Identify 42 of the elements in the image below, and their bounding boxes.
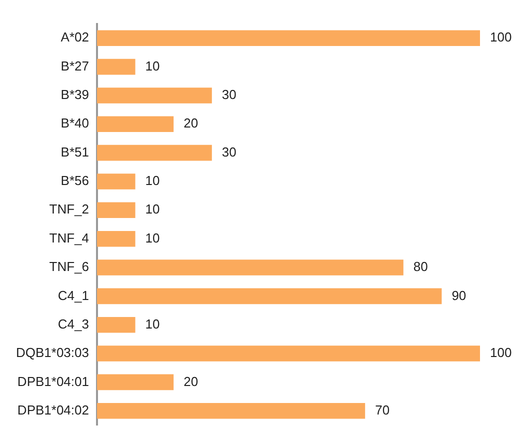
y-tick-label: DQB1*03:03 xyxy=(16,345,89,360)
data-label: 90 xyxy=(452,288,466,303)
y-tick-label: B*51 xyxy=(60,144,89,160)
bar xyxy=(96,346,480,362)
data-label: 10 xyxy=(145,173,160,188)
y-tick-label: B*40 xyxy=(60,116,89,131)
data-label: 100 xyxy=(490,345,512,360)
bar xyxy=(96,174,136,190)
bar xyxy=(96,58,136,75)
y-tick-label: TNF_4 xyxy=(49,230,89,246)
data-label: 20 xyxy=(184,116,198,131)
y-tick-label: B*56 xyxy=(60,173,89,188)
bar xyxy=(96,88,212,104)
data-label: 20 xyxy=(184,374,198,389)
data-label: 80 xyxy=(413,259,428,274)
bar xyxy=(96,260,404,276)
y-tick-label: TNF_6 xyxy=(49,259,89,274)
data-label: 10 xyxy=(145,202,160,217)
data-label: 100 xyxy=(490,30,512,45)
y-tick-label: B*27 xyxy=(60,58,89,74)
data-label: 30 xyxy=(222,87,236,102)
y-tick-label: C4_1 xyxy=(58,288,89,303)
data-label: 70 xyxy=(375,402,390,418)
y-tick-label: C4_3 xyxy=(58,316,89,332)
bar xyxy=(96,202,136,218)
data-label: 10 xyxy=(145,58,160,74)
bar xyxy=(96,230,136,247)
bar xyxy=(96,316,136,333)
y-tick-label: A*02 xyxy=(60,30,89,45)
y-tick-label: DPB1*04:02 xyxy=(17,402,89,418)
data-label: 10 xyxy=(145,316,160,332)
bar xyxy=(96,116,174,132)
bar xyxy=(96,30,480,46)
bar xyxy=(96,144,212,161)
y-tick-label: DPB1*04:01 xyxy=(17,374,89,389)
data-label: 30 xyxy=(222,144,236,160)
bar xyxy=(96,288,442,304)
bar xyxy=(96,374,174,390)
bar xyxy=(96,402,366,419)
y-tick-label: TNF_2 xyxy=(49,202,89,217)
data-label: 10 xyxy=(145,230,160,246)
y-tick-label: B*39 xyxy=(60,87,89,102)
